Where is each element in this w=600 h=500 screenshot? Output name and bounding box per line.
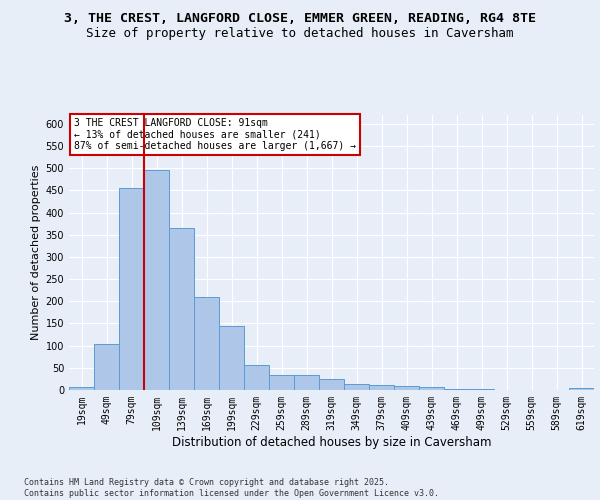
Bar	[269, 376, 294, 390]
Text: 3 THE CREST LANGFORD CLOSE: 91sqm
← 13% of detached houses are smaller (241)
87%: 3 THE CREST LANGFORD CLOSE: 91sqm ← 13% …	[74, 118, 356, 151]
Bar	[444, 388, 469, 390]
Bar	[144, 170, 169, 390]
Bar	[219, 326, 244, 390]
Y-axis label: Number of detached properties: Number of detached properties	[31, 165, 41, 340]
Bar	[419, 388, 444, 390]
Bar	[344, 384, 369, 390]
Bar	[169, 228, 194, 390]
X-axis label: Distribution of detached houses by size in Caversham: Distribution of detached houses by size …	[172, 436, 491, 448]
Bar	[194, 297, 219, 390]
Bar	[119, 188, 144, 390]
Bar	[469, 389, 494, 390]
Text: Size of property relative to detached houses in Caversham: Size of property relative to detached ho…	[86, 28, 514, 40]
Bar	[319, 380, 344, 390]
Bar	[369, 384, 394, 390]
Text: 3, THE CREST, LANGFORD CLOSE, EMMER GREEN, READING, RG4 8TE: 3, THE CREST, LANGFORD CLOSE, EMMER GREE…	[64, 12, 536, 26]
Bar	[294, 376, 319, 390]
Bar	[94, 344, 119, 390]
Bar	[69, 387, 94, 390]
Bar	[394, 386, 419, 390]
Bar	[244, 364, 269, 390]
Text: Contains HM Land Registry data © Crown copyright and database right 2025.
Contai: Contains HM Land Registry data © Crown c…	[24, 478, 439, 498]
Bar	[569, 388, 594, 390]
